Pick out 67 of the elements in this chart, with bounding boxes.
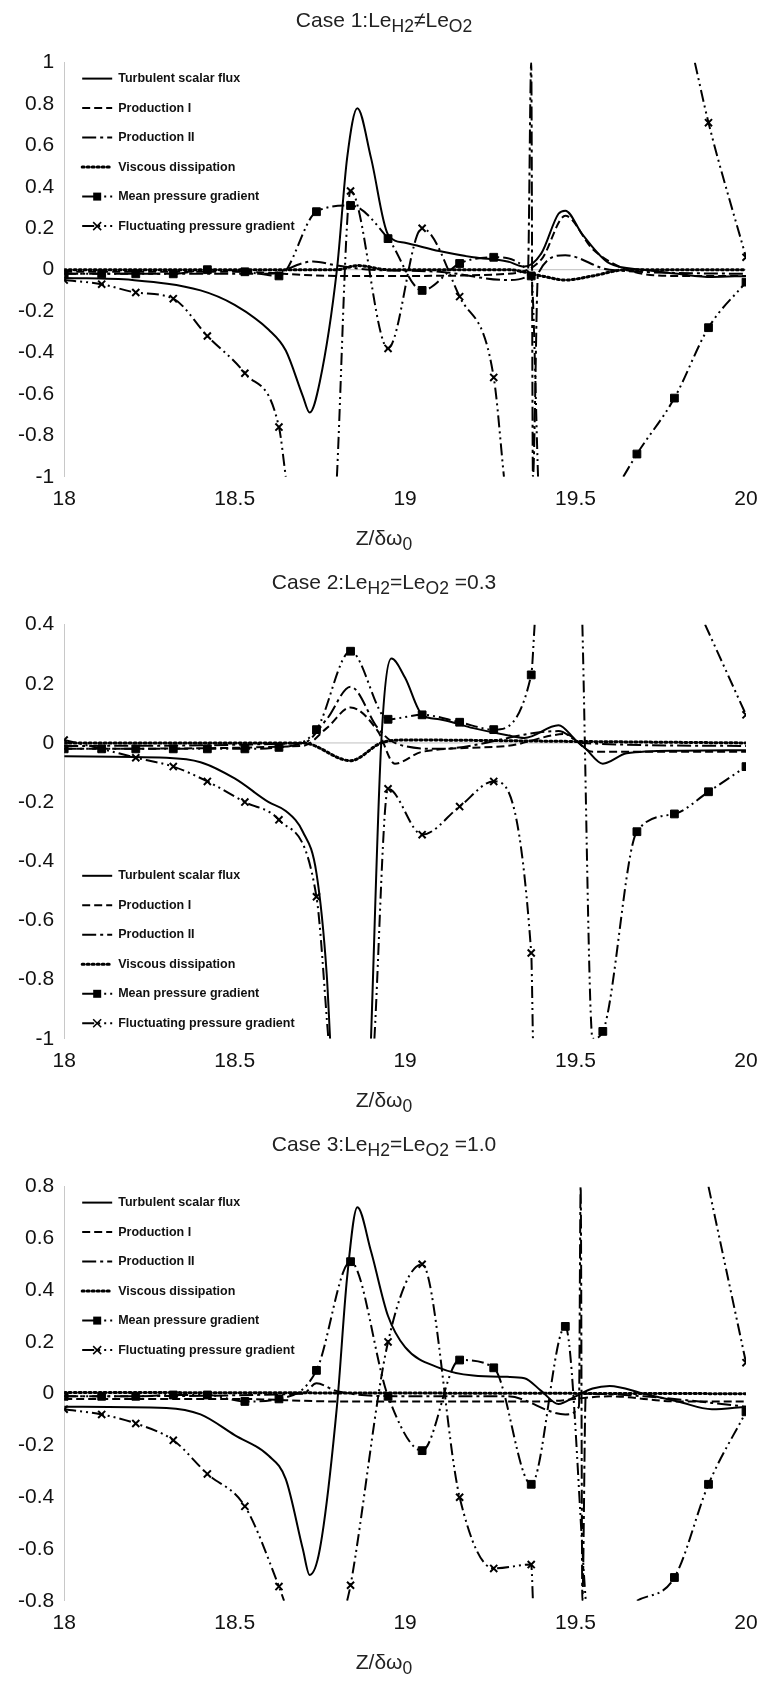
- legend-label: Production I: [118, 1224, 192, 1239]
- y-tick-label: -0.4: [18, 848, 55, 872]
- legend-label: Viscous dissipation: [118, 956, 236, 971]
- y-tick-label: 0.2: [24, 215, 55, 239]
- x-tick-label: 18.5: [214, 1610, 256, 1634]
- legend-label: Viscous dissipation: [118, 159, 236, 174]
- legend-label: Viscous dissipation: [118, 1283, 236, 1298]
- legend-label: Production I: [118, 897, 192, 912]
- x-tick-label: 19.5: [555, 1048, 596, 1072]
- y-tick-label: 1: [42, 49, 55, 73]
- y-tick-label: 0: [42, 1380, 55, 1404]
- y-tick-label: -0.4: [18, 339, 55, 363]
- y-tick-label: 0.6: [24, 132, 55, 156]
- y-tick-label: 0.8: [24, 90, 55, 114]
- x-tick-label: 18: [52, 1610, 76, 1634]
- legend-label: Mean pressure gradient: [118, 1313, 261, 1328]
- y-tick-label: -0.4: [18, 1484, 55, 1508]
- legend-label: Production II: [118, 1254, 195, 1269]
- x-tick-label: 20: [734, 1048, 758, 1072]
- legend-label: Production I: [118, 100, 192, 115]
- chart-title: Case 2:Le$_{H2}$=Le$_{O2}$ =0.3: [270, 569, 498, 601]
- legend-label: Production II: [118, 927, 195, 942]
- x-tick-label: 19: [393, 486, 417, 510]
- y-tick-label: 0.2: [24, 670, 55, 694]
- y-tick-label: -0.8: [18, 1587, 55, 1611]
- x-tick-label: 18: [52, 486, 76, 510]
- y-tick-label: -0.2: [18, 297, 55, 321]
- y-tick-label: -1: [35, 1025, 55, 1049]
- y-tick-label: 0: [42, 256, 55, 280]
- x-tick-label: 20: [734, 486, 758, 510]
- y-tick-label: -0.8: [18, 422, 55, 446]
- x-tick-label: 19.5: [555, 1610, 596, 1634]
- legend-label: Mean pressure gradient: [118, 986, 261, 1001]
- x-tick-label: 19: [393, 1610, 417, 1634]
- chart-title: Case 1:Le$_{H2}$≠Le$_{O2}$: [294, 7, 474, 39]
- legend-label: Production II: [118, 130, 195, 145]
- x-tick-label: 20: [734, 1610, 758, 1634]
- x-tick-label: 19.5: [555, 486, 596, 510]
- x-tick-label: 18: [52, 1048, 76, 1072]
- x-axis-title: Z/δω$_{0}$: [354, 1087, 414, 1119]
- y-tick-label: -0.6: [18, 1535, 55, 1559]
- x-axis-title: Z/δω$_{0}$: [354, 525, 414, 557]
- legend-label: Mean pressure gradient: [118, 189, 261, 204]
- y-tick-label: 0.4: [24, 1276, 55, 1300]
- y-tick-label: 0: [42, 729, 55, 753]
- y-tick-label: -1: [35, 463, 55, 487]
- legend-label: Fluctuating pressure gradient: [118, 1015, 296, 1030]
- legend-label: Turbulent scalar flux: [118, 1195, 241, 1210]
- y-tick-label: 0.4: [24, 611, 55, 635]
- legend-label: Turbulent scalar flux: [118, 71, 241, 86]
- x-tick-label: 18.5: [214, 1048, 256, 1072]
- legend-label: Fluctuating pressure gradient: [118, 1342, 296, 1357]
- y-tick-label: 0.6: [24, 1225, 55, 1249]
- x-tick-label: 18.5: [214, 486, 256, 510]
- y-tick-label: -0.2: [18, 1432, 55, 1456]
- y-tick-label: -0.2: [18, 788, 55, 812]
- y-tick-label: 0.4: [24, 173, 55, 197]
- legend-label: Fluctuating pressure gradient: [118, 218, 296, 233]
- x-axis-title: Z/δω$_{0}$: [354, 1649, 414, 1681]
- y-tick-label: 0.8: [24, 1173, 55, 1197]
- y-tick-label: -0.6: [18, 380, 55, 404]
- x-tick-label: 19: [393, 1048, 417, 1072]
- y-tick-label: 0.2: [24, 1328, 55, 1352]
- y-tick-label: -0.6: [18, 907, 55, 931]
- legend-label: Turbulent scalar flux: [118, 868, 241, 883]
- chart-title: Case 3:Le$_{H2}$=Le$_{O2}$ =1.0: [270, 1131, 498, 1163]
- y-tick-label: -0.8: [18, 966, 55, 990]
